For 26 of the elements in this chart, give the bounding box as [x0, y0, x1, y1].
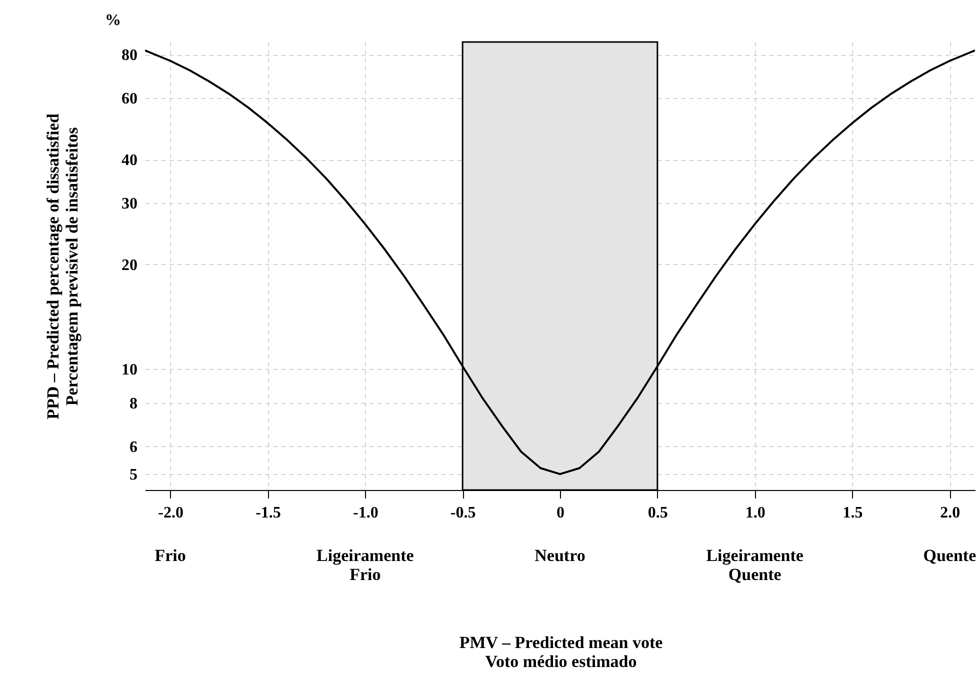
x-tick-label: 1.5: [842, 504, 863, 522]
y-tick-label: 40: [122, 152, 138, 170]
text: %: [105, 12, 121, 29]
y-axis-title: PPD – Predicted percentage of dissatisfied Percentagem previsível de insatisfeitos: [44, 113, 82, 420]
text: Frio: [154, 546, 186, 565]
x-tick-label: 1.0: [745, 504, 766, 522]
text: Neutro: [534, 546, 586, 565]
y-tick-label: 60: [122, 90, 138, 108]
x-tick-label: 2.0: [940, 504, 960, 522]
x-tick-label: -2.0: [158, 504, 184, 522]
x-tick-label: -1.0: [353, 504, 378, 522]
text: Ligeiramente Quente: [706, 546, 804, 584]
y-tick-label: 5: [130, 466, 138, 484]
y-tick-label: 8: [130, 395, 138, 412]
x-tick-label: 0.5: [648, 504, 668, 522]
text: Ligeiramente Frio: [316, 546, 414, 584]
y-tick-label: 80: [122, 47, 138, 64]
text: Quente: [923, 546, 977, 565]
x-tick-label: -1.5: [256, 504, 281, 522]
y-tick-label: 10: [122, 362, 138, 379]
y-tick-label: 6: [130, 438, 138, 456]
x-tick-label: 0: [556, 504, 564, 522]
x-tick-label: -0.5: [450, 504, 476, 522]
y-tick-label: 30: [122, 196, 138, 213]
y-tick-label: 20: [122, 256, 138, 274]
text: PMV – Predicted mean vote Voto médio estimado: [459, 633, 664, 671]
